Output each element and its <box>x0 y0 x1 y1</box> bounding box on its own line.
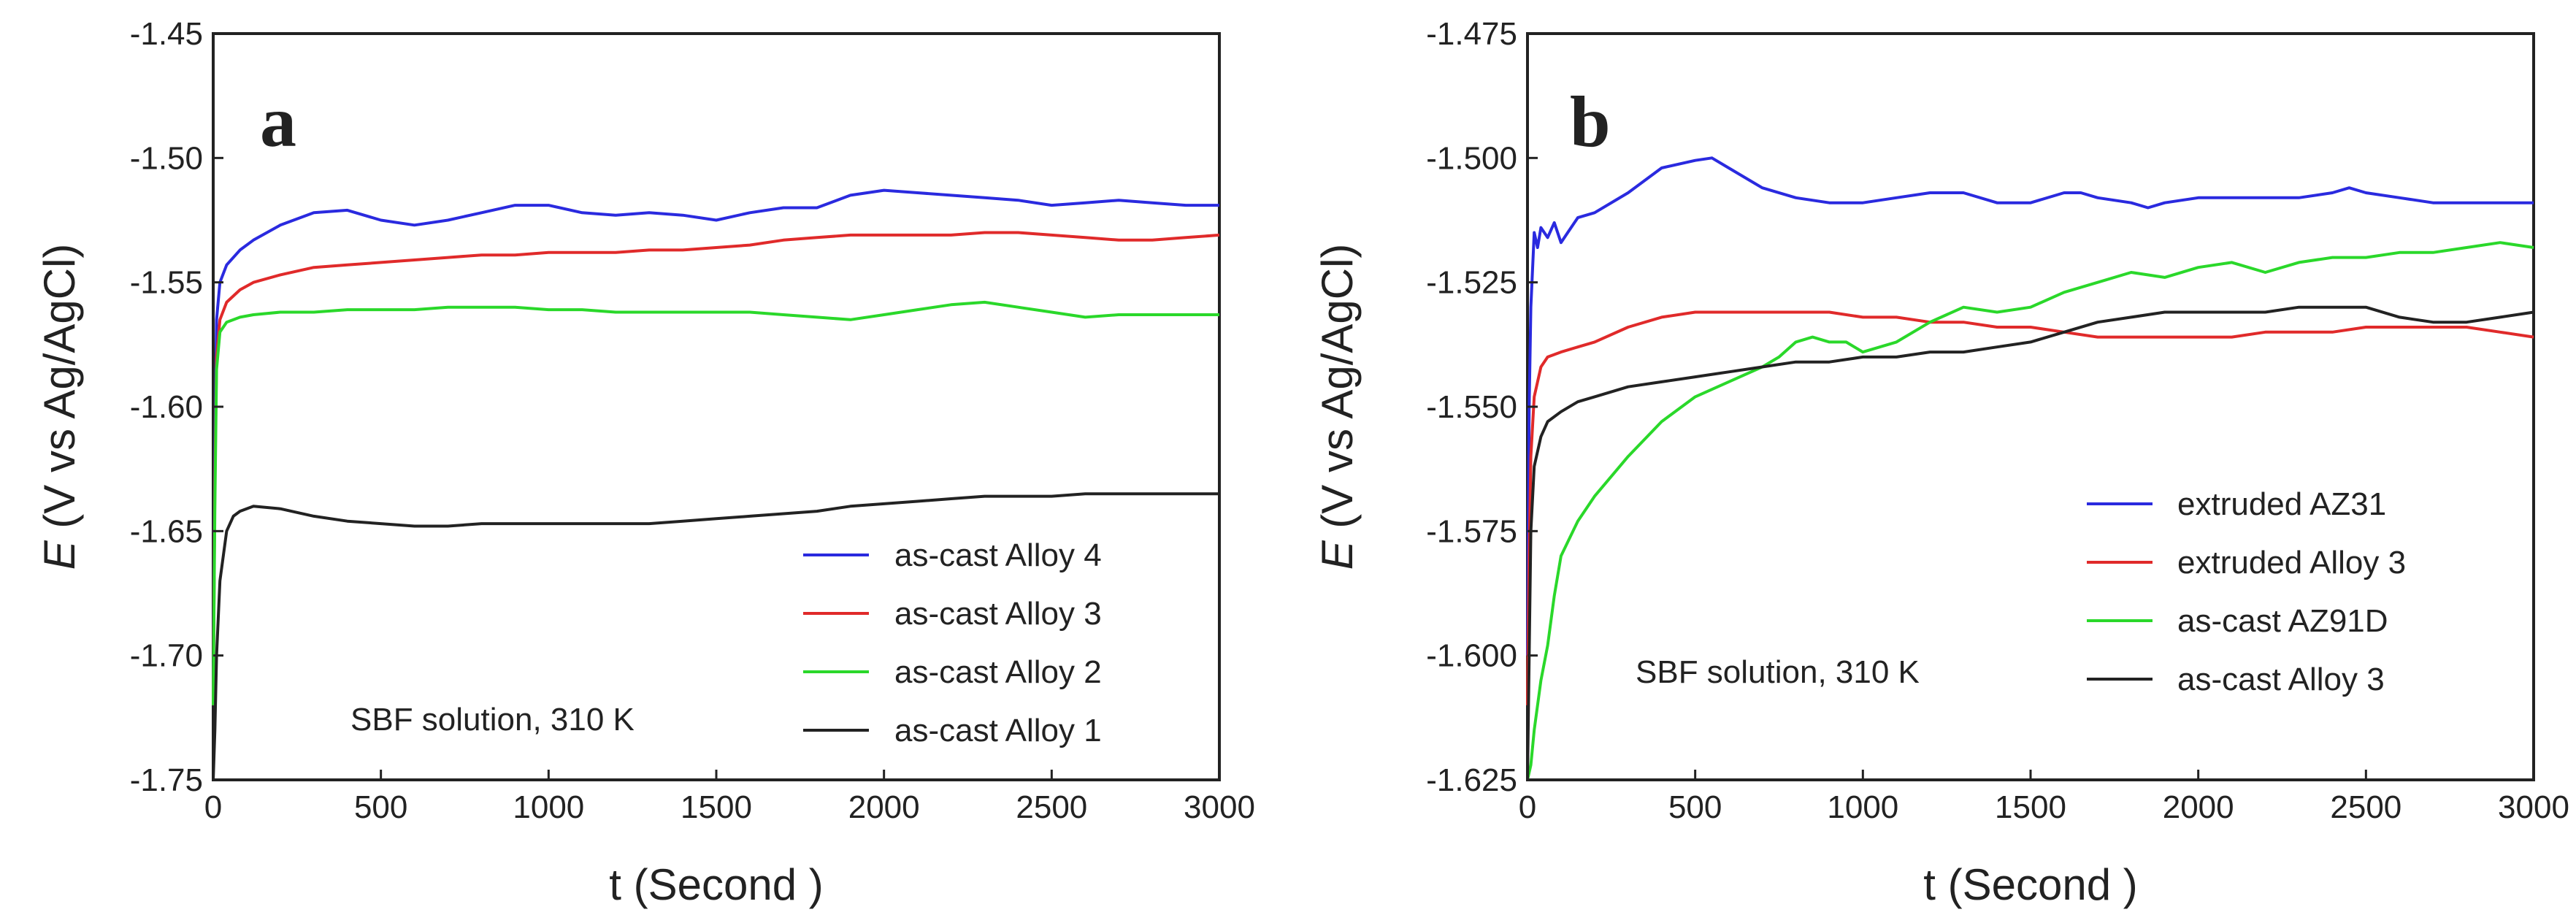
y-tick-label: -1.45 <box>130 16 203 52</box>
legend-label: as-cast Alloy 4 <box>894 537 1102 573</box>
y-tick-label: -1.475 <box>1426 16 1517 52</box>
tick-group-b <box>1526 32 2535 781</box>
y-tick-labels-a: -1.75 -1.70 -1.65 -1.60 -1.55 -1.50 -1.4… <box>130 16 203 798</box>
x-tick-label: 500 <box>354 789 407 825</box>
series-line <box>212 188 1219 705</box>
y-tick-label: -1.600 <box>1426 638 1517 674</box>
series-group-b <box>1526 156 2534 781</box>
x-tick-label: 1000 <box>1827 789 1898 825</box>
legend-label: extruded AZ31 <box>2177 486 2386 522</box>
y-axis-label-b: E (V vs Ag/AgCl) <box>1313 244 1362 570</box>
chart-panel-b: -1.625 -1.600 -1.575 -1.550 -1.525 -1.50… <box>1313 16 2569 909</box>
series-line <box>1526 241 2534 781</box>
y-tick-label: -1.550 <box>1426 389 1517 425</box>
chart-panel-a: -1.75 -1.70 -1.65 -1.60 -1.55 -1.50 -1.4… <box>35 16 1255 909</box>
legend-b: extruded AZ31 extruded Alloy 3 as-cast A… <box>2087 486 2406 697</box>
annotation-a: SBF solution, 310 K <box>350 702 635 738</box>
y-tick-label: -1.65 <box>130 513 203 549</box>
legend-label: extruded Alloy 3 <box>2177 545 2406 581</box>
tick-group-a <box>212 32 1221 781</box>
x-axis-label-b: t (Second ) <box>1923 860 2137 909</box>
y-tick-label: -1.625 <box>1426 762 1517 798</box>
y-tick-labels-b: -1.625 -1.600 -1.575 -1.550 -1.525 -1.50… <box>1426 16 1517 798</box>
y-tick-label: -1.70 <box>130 638 203 674</box>
x-tick-label: 1000 <box>513 789 584 825</box>
y-axis-symbol-b: E <box>1313 540 1362 570</box>
series-line <box>212 231 1220 705</box>
plot-area-a <box>212 32 1221 781</box>
y-axis-label-a: E (V vs Ag/AgCl) <box>35 244 84 570</box>
series-group-a <box>212 188 1220 781</box>
panel-letter-b: b <box>1570 81 1611 162</box>
y-tick-label: -1.55 <box>130 265 203 301</box>
x-tick-label: 2000 <box>2163 789 2234 825</box>
annotation-b: SBF solution, 310 K <box>1636 654 1920 690</box>
series-line <box>212 300 1219 705</box>
legend-label: as-cast Alloy 2 <box>894 654 1102 690</box>
plot-area-b <box>1526 32 2535 781</box>
x-tick-label: 0 <box>204 789 222 825</box>
y-tick-label: -1.500 <box>1426 140 1517 176</box>
x-tick-label: 3000 <box>1184 789 1255 825</box>
x-tick-label: 500 <box>1668 789 1722 825</box>
x-tick-labels-b: 0 500 1000 1500 2000 2500 3000 <box>1519 789 2569 825</box>
x-tick-labels-a: 0 500 1000 1500 2000 2500 3000 <box>204 789 1255 825</box>
x-tick-label: 2000 <box>848 789 920 825</box>
series-line <box>212 492 1219 781</box>
y-tick-label: -1.575 <box>1426 513 1517 549</box>
x-axis-label-a: t (Second ) <box>609 860 823 909</box>
legend-a: as-cast Alloy 4 as-cast Alloy 3 as-cast … <box>803 537 1102 748</box>
y-tick-label: -1.75 <box>130 762 203 798</box>
y-axis-units-b: (V vs Ag/AgCl) <box>1313 244 1362 529</box>
series-line <box>1526 305 2534 781</box>
y-tick-label: -1.50 <box>130 140 203 176</box>
series-line <box>1526 156 2534 656</box>
x-tick-label: 1500 <box>1995 789 2066 825</box>
x-tick-label: 0 <box>1519 789 1536 825</box>
x-tick-label: 2500 <box>2330 789 2401 825</box>
panel-letter-a: a <box>260 81 296 162</box>
y-tick-label: -1.60 <box>130 389 203 425</box>
legend-label: as-cast Alloy 1 <box>894 713 1102 748</box>
x-tick-label: 3000 <box>2498 789 2569 825</box>
x-tick-label: 1500 <box>681 789 752 825</box>
y-tick-label: -1.525 <box>1426 265 1517 301</box>
legend-label: as-cast AZ91D <box>2177 603 2388 639</box>
y-axis-units-a: (V vs Ag/AgCl) <box>35 244 84 529</box>
y-axis-symbol-a: E <box>35 540 84 570</box>
x-tick-label: 2500 <box>1016 789 1087 825</box>
legend-label: as-cast Alloy 3 <box>2177 662 2385 697</box>
legend-label: as-cast Alloy 3 <box>894 596 1102 632</box>
